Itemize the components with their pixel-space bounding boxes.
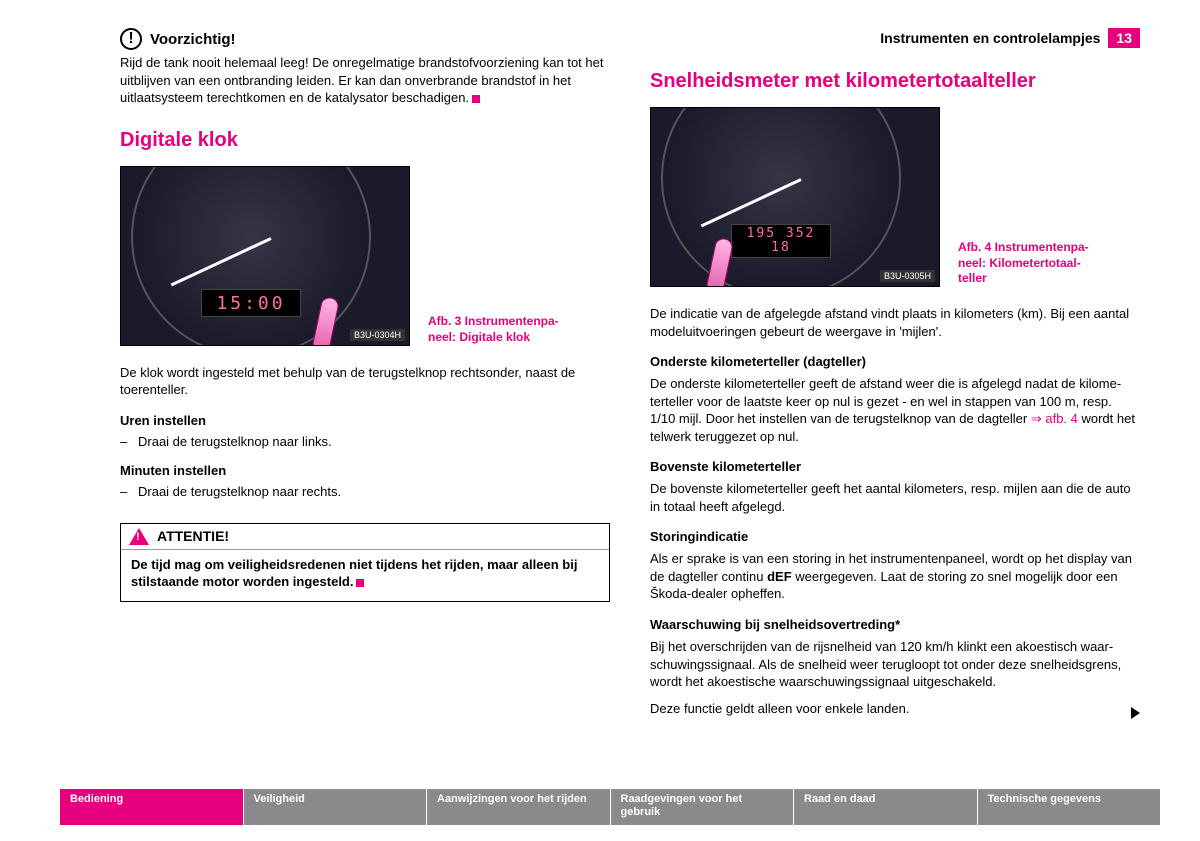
odometer-top: 195 352 — [732, 227, 830, 241]
figure-code: B3U-0304H — [350, 329, 405, 341]
tab-veiligheid[interactable]: Veiligheid — [244, 789, 428, 825]
waarschuwing-note: Deze functie geldt alleen voor enkele la… — [650, 700, 909, 718]
bovenste-body: De bovenste kilometerteller geeft het aa… — [650, 480, 1140, 515]
dagteller-body: De onderste kilometerteller geeft de afs… — [650, 375, 1140, 445]
tab-aanwijzingen[interactable]: Aanwijzingen voor het rijden — [427, 789, 611, 825]
figure-digitale-klok: 15:00 B3U-0304H — [120, 166, 410, 346]
storing-body: Als er sprake is van een storing in het … — [650, 550, 1140, 603]
page-section-title: Instrumenten en controlelampjes — [880, 30, 1100, 46]
page-number: 13 — [1108, 28, 1140, 48]
attentie-box: ATTENTIE! De tijd mag om veiligheidsrede… — [120, 523, 610, 602]
warning-triangle-icon — [129, 528, 149, 545]
caution-title: Voorzichtig! — [150, 31, 236, 48]
caution-body: Rijd de tank nooit helemaal leeg! De onr… — [120, 54, 610, 107]
waarschuwing-note-row: Deze functie geldt alleen voor enkele la… — [650, 699, 1140, 719]
end-marker — [356, 579, 364, 587]
uren-instellen-title: Uren instellen — [120, 413, 610, 428]
attentie-text: De tijd mag om veiligheidsredenen niet t… — [131, 557, 577, 590]
caution-icon: ! — [120, 28, 142, 50]
tab-raad-en-daad[interactable]: Raad en daad — [794, 789, 978, 825]
storing-title: Storingindicatie — [650, 529, 1140, 544]
uren-bullet: –Draai de terugstelknop naar links. — [120, 434, 610, 449]
figure-snelheidsmeter: 195 35218 B3U-0305H — [650, 107, 940, 287]
continue-triangle-icon — [1131, 707, 1140, 719]
section-snelheidsmeter: Snelheidsmeter met kilometertotaalteller — [650, 70, 1140, 93]
figure-caption-3: Afb. 3 Instrumentenpa- neel: Digitale kl… — [428, 314, 578, 345]
dagteller-title: Onderste kilometerteller (dagteller) — [650, 354, 1140, 369]
def-indicator: dEF — [767, 569, 792, 584]
ref-afb-4: ⇒ afb. 4 — [1031, 411, 1078, 426]
waarschuwing-title: Waarschuwing bij snelheidsovertreding* — [650, 617, 1140, 632]
digital-clock-display: 15:00 — [201, 289, 301, 317]
caution-text: Rijd de tank nooit helemaal leeg! De onr… — [120, 55, 603, 105]
minuten-text: Draai de terugstelknop naar rechts. — [138, 484, 341, 499]
odometer-display: 195 35218 — [731, 224, 831, 258]
clock-intro: De klok wordt ingesteld met behulp van d… — [120, 364, 610, 399]
footer-tabs: Bediening Veiligheid Aanwijzingen voor h… — [60, 789, 1160, 825]
figure-code: B3U-0305H — [880, 270, 935, 282]
section-digitale-klok: Digitale klok — [120, 129, 610, 152]
minuten-instellen-title: Minuten instellen — [120, 463, 610, 478]
attentie-title: ATTENTIE! — [157, 528, 229, 544]
attentie-body: De tijd mag om veiligheidsredenen niet t… — [121, 550, 609, 601]
end-marker — [472, 95, 480, 103]
tab-raadgevingen[interactable]: Raadgevingen voor het gebruik — [611, 789, 795, 825]
minuten-bullet: –Draai de terugstelknop naar rechts. — [120, 484, 610, 499]
waarschuwing-body: Bij het overschrijden van de rijsnelheid… — [650, 638, 1140, 691]
tab-technische[interactable]: Technische gegevens — [978, 789, 1161, 825]
tab-bediening[interactable]: Bediening — [60, 789, 244, 825]
figure-caption-4: Afb. 4 Instrumentenpa- neel: Kilometerto… — [958, 240, 1108, 287]
odometer-intro: De indicatie van de afgelegde afstand vi… — [650, 305, 1140, 340]
uren-text: Draai de terugstelknop naar links. — [138, 434, 332, 449]
bovenste-title: Bovenste kilometerteller — [650, 459, 1140, 474]
odometer-bottom: 18 — [732, 241, 830, 255]
